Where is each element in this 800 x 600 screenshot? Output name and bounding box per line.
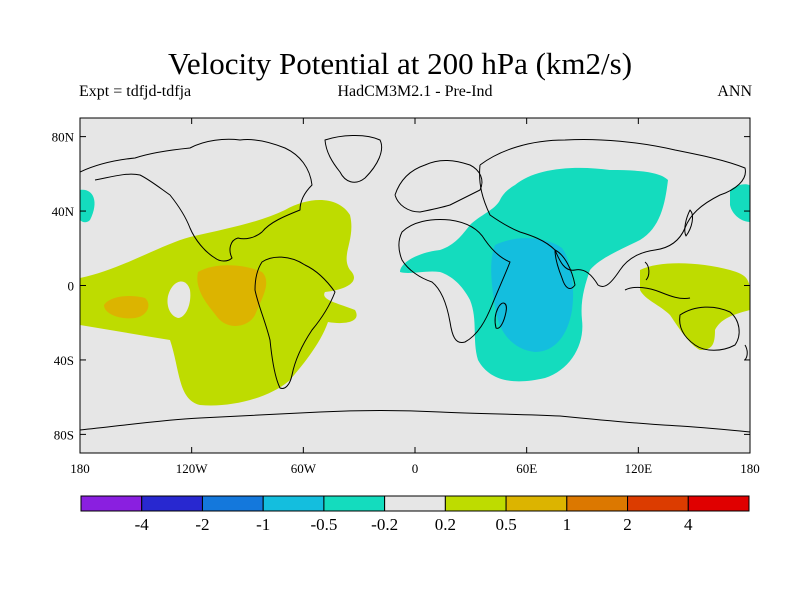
contour-orange-west bbox=[104, 296, 149, 319]
colorbar-label: -2 bbox=[195, 515, 209, 534]
colorbar-label: -0.5 bbox=[310, 515, 337, 534]
plot-title: Velocity Potential at 200 hPa (km2/s) bbox=[167, 46, 633, 81]
lat-tick-label: 40S bbox=[54, 353, 74, 368]
contour-positive-australia bbox=[640, 263, 750, 350]
lon-tick-label: 180 bbox=[740, 461, 760, 476]
colorbar-swatch bbox=[80, 495, 143, 512]
colorbar-swatch bbox=[262, 495, 325, 512]
lon-tick-label: 60E bbox=[516, 461, 537, 476]
colorbar-swatch bbox=[444, 495, 507, 512]
colorbar-label: 2 bbox=[623, 515, 632, 534]
colorbar-label: -0.2 bbox=[371, 515, 398, 534]
contour-negative-north-pacific-east bbox=[730, 184, 750, 222]
colorbar-swatch bbox=[566, 495, 629, 512]
contour-negative-north-pacific-west bbox=[80, 189, 95, 223]
colorbar: -4 -2 -1 -0.5 -0.2 0.2 0.5 1 2 4 bbox=[80, 495, 750, 534]
lat-tick-label: 80N bbox=[52, 130, 75, 145]
model-label: HadCM3M2.1 - Pre-Ind bbox=[337, 83, 493, 100]
lat-tick-label: 0 bbox=[68, 279, 75, 294]
contour-neutral-pacific bbox=[167, 281, 191, 318]
colorbar-label: 1 bbox=[563, 515, 572, 534]
colorbar-swatch bbox=[627, 495, 689, 512]
lon-tick-label: 0 bbox=[412, 461, 419, 476]
lon-tick-label: 60W bbox=[291, 461, 317, 476]
colorbar-swatch bbox=[201, 495, 264, 512]
lon-tick-label: 180 bbox=[70, 461, 90, 476]
colorbar-label: 4 bbox=[684, 515, 693, 534]
colorbar-label: -4 bbox=[135, 515, 150, 534]
season-label: ANN bbox=[717, 83, 752, 100]
colorbar-label: 0.2 bbox=[435, 515, 456, 534]
colorbar-label: 0.5 bbox=[495, 515, 516, 534]
coastlines bbox=[80, 135, 750, 433]
colorbar-swatch bbox=[141, 495, 203, 512]
contour-negative-core bbox=[491, 238, 574, 352]
contour-orange-center bbox=[197, 265, 267, 326]
lon-tick-label: 120E bbox=[625, 461, 653, 476]
contour-fields bbox=[80, 135, 750, 433]
colorbar-swatch bbox=[323, 495, 386, 512]
map-axes: 180 120W 60W 0 60E 120E 180 80N 40N 0 40S 80S bbox=[52, 118, 760, 476]
lat-tick-label: 80S bbox=[54, 427, 74, 442]
experiment-label: Expt = tdfjd-tdfja bbox=[79, 83, 192, 100]
colorbar-swatch bbox=[687, 495, 750, 512]
lat-tick-label: 40N bbox=[52, 204, 75, 219]
colorbar-swatch bbox=[384, 495, 446, 512]
colorbar-label: -1 bbox=[256, 515, 270, 534]
lon-tick-label: 120W bbox=[176, 461, 209, 476]
colorbar-swatch bbox=[505, 495, 568, 512]
